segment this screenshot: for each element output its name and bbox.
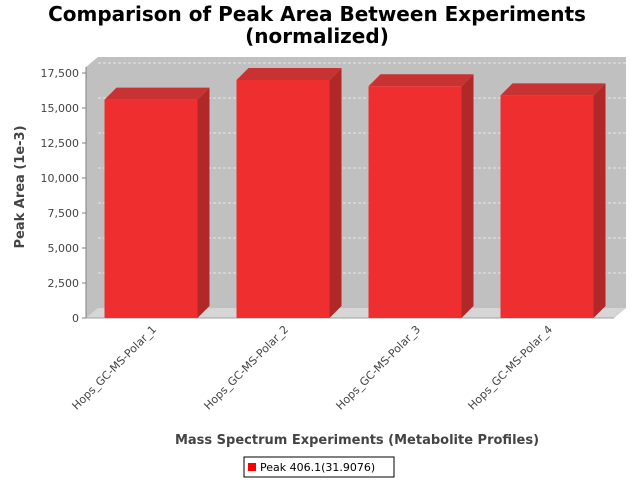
x-tick-label: Hops_GC-MS-Polar_4: [466, 323, 556, 413]
bars: [104, 68, 606, 319]
bar-side: [593, 83, 606, 319]
bar-front: [500, 95, 594, 319]
bar-side: [329, 68, 342, 318]
y-tick-label: 7,500: [48, 207, 80, 220]
y-tick-label: 15,000: [41, 102, 80, 115]
bar-top: [368, 74, 474, 87]
bar: [368, 74, 474, 318]
bar: [236, 68, 342, 318]
bar: [500, 83, 606, 319]
bar-side: [461, 74, 474, 318]
y-tick-label: 12,500: [41, 137, 80, 150]
x-tick-label: Hops_GC-MS-Polar_1: [70, 323, 160, 413]
legend-swatch: [248, 463, 256, 471]
chart-title-line-2: (normalized): [245, 24, 389, 48]
y-tick-label: 17,500: [41, 67, 80, 80]
x-tick-label: Hops_GC-MS-Polar_3: [334, 323, 424, 413]
bar-side: [197, 87, 210, 318]
bar: [104, 87, 210, 318]
bar-top: [500, 83, 606, 96]
y-tick-label: 0: [72, 312, 79, 325]
bar-front: [236, 80, 330, 318]
y-tick-label: 10,000: [41, 172, 80, 185]
y-tick-label: 2,500: [48, 277, 80, 290]
legend-box: [243, 456, 395, 478]
bar-front: [104, 99, 198, 318]
bar-top: [104, 87, 210, 100]
y-axis-title: Peak Area (1e-3): [13, 125, 28, 248]
legend-label: Peak 406.1(31.9076): [260, 461, 375, 474]
bar-top: [236, 68, 342, 80]
x-axis-title: Mass Spectrum Experiments (Metabolite Pr…: [175, 433, 539, 448]
bar-front: [368, 86, 462, 318]
x-tick-label: Hops_GC-MS-Polar_2: [202, 323, 292, 413]
plot-area: [86, 57, 626, 319]
y-axis: 0 2,500 5,000 7,500 10,000 12,500 15,000 17,500: [41, 67, 87, 325]
y-tick-label: 5,000: [48, 242, 80, 255]
plot-background: [86, 57, 626, 318]
plot-floor: [86, 308, 626, 318]
chart-title-line-1: Comparison of Peak Area Between Experime…: [48, 2, 586, 26]
legend: Peak 406.1(31.9076): [243, 456, 395, 478]
x-axis: Hops_GC-MS-Polar_1 Hops_GC-MS-Polar_2 Hops…: [70, 323, 556, 413]
